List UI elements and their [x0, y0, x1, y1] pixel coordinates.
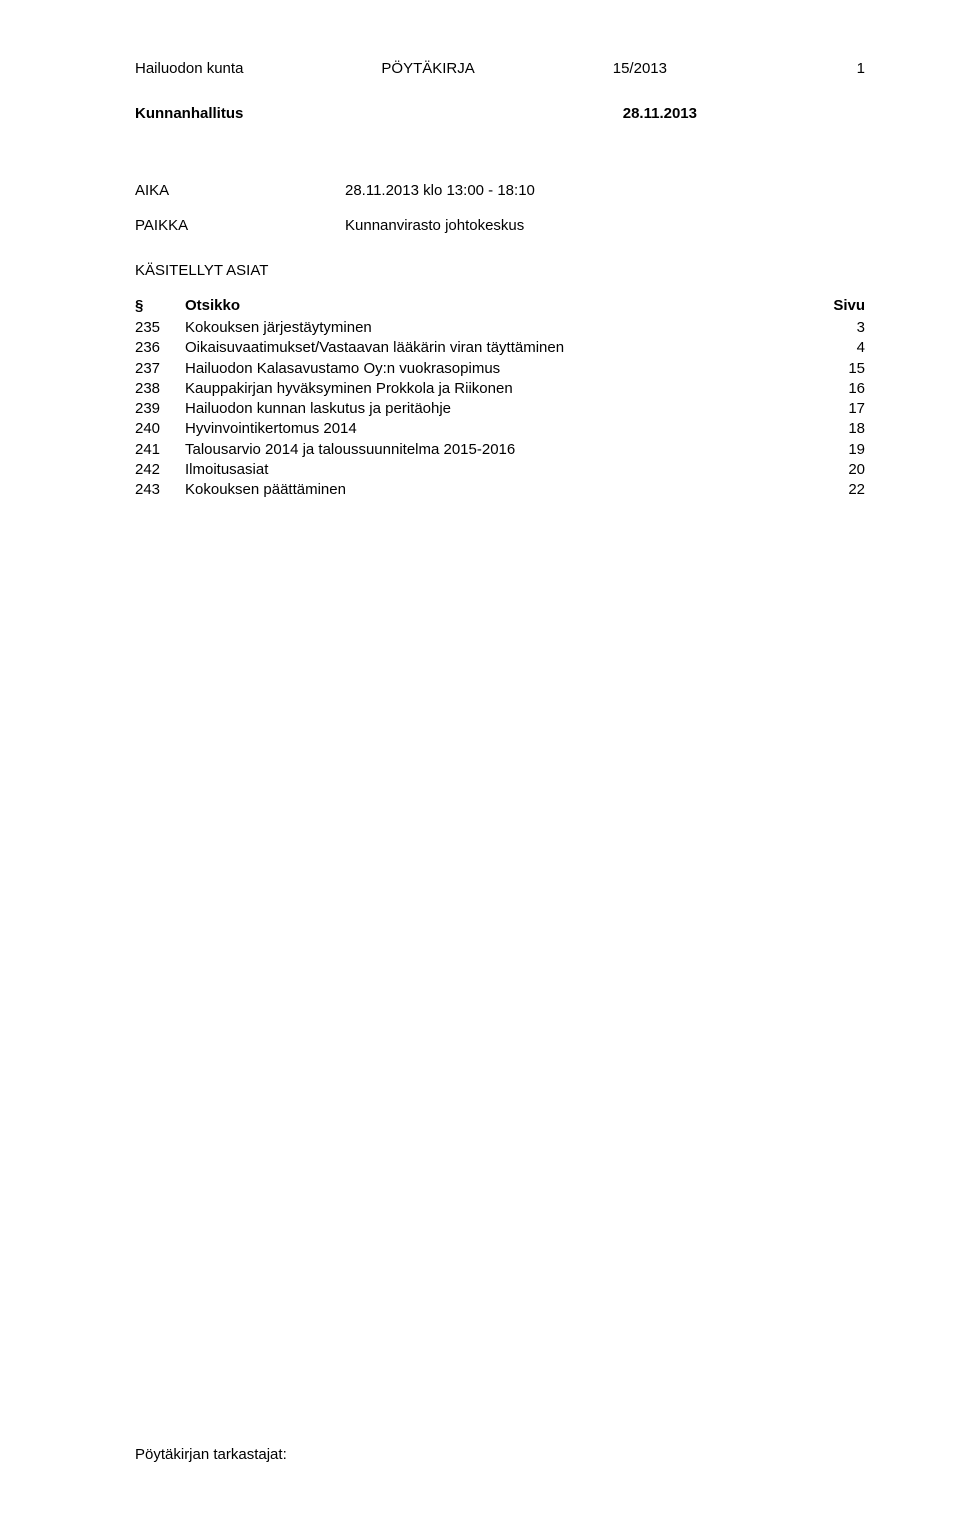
toc-col-sym: § [135, 297, 185, 314]
header-row: Hailuodon kunta PÖYTÄKIRJA 15/2013 1 [135, 60, 865, 77]
toc-item-page: 18 [815, 419, 865, 439]
toc-item-title: Oikaisuvaatimukset/Vastaavan lääkärin vi… [185, 338, 815, 358]
toc-item-title: Kokouksen päättäminen [185, 480, 815, 500]
toc-item-num: 241 [135, 440, 185, 460]
toc-item-page: 17 [815, 399, 865, 419]
toc-item-page: 22 [815, 480, 865, 500]
meta-place-label: PAIKKA [135, 217, 345, 234]
page: Hailuodon kunta PÖYTÄKIRJA 15/2013 1 Kun… [0, 0, 960, 1518]
toc-item-page: 19 [815, 440, 865, 460]
toc-item-title: Hailuodon kunnan laskutus ja peritäohje [185, 399, 815, 419]
toc-row: 239 Hailuodon kunnan laskutus ja peritäo… [135, 399, 865, 419]
toc-item-title: Kokouksen järjestäytyminen [185, 318, 815, 338]
toc-item-num: 235 [135, 318, 185, 338]
toc-item-num: 239 [135, 399, 185, 419]
header-doc-type: PÖYTÄKIRJA [381, 60, 474, 77]
toc-item-num: 243 [135, 480, 185, 500]
toc-row: 237 Hailuodon Kalasavustamo Oy:n vuokras… [135, 359, 865, 379]
toc-header-row: § Otsikko Sivu [135, 297, 865, 314]
header-org: Hailuodon kunta [135, 60, 243, 77]
toc-item-title: Talousarvio 2014 ja taloussuunnitelma 20… [185, 440, 815, 460]
toc-item-num: 242 [135, 460, 185, 480]
meta-time-value: 28.11.2013 klo 13:00 - 18:10 [345, 182, 865, 199]
toc-row: 238 Kauppakirjan hyväksyminen Prokkola j… [135, 379, 865, 399]
toc-row: 242 Ilmoitusasiat 20 [135, 460, 865, 480]
subheader-row: Kunnanhallitus 28.11.2013 [135, 105, 865, 122]
toc-item-title: Hailuodon Kalasavustamo Oy:n vuokrasopim… [185, 359, 815, 379]
toc-item-num: 238 [135, 379, 185, 399]
toc-row: 243 Kokouksen päättäminen 22 [135, 480, 865, 500]
toc-item-page: 16 [815, 379, 865, 399]
toc-item-page: 20 [815, 460, 865, 480]
toc-item-title: Ilmoitusasiat [185, 460, 815, 480]
toc-item-num: 236 [135, 338, 185, 358]
toc-col-title: Otsikko [185, 297, 815, 314]
meta-time-row: AIKA 28.11.2013 klo 13:00 - 18:10 [135, 182, 865, 199]
toc-item-title: Hyvinvointikertomus 2014 [185, 419, 815, 439]
toc-item-page: 3 [815, 318, 865, 338]
header-page-number: 1 [805, 60, 865, 77]
toc-item-num: 237 [135, 359, 185, 379]
subheader-body: Kunnanhallitus [135, 105, 243, 122]
toc-col-page: Sivu [815, 297, 865, 314]
toc-item-title: Kauppakirjan hyväksyminen Prokkola ja Ri… [185, 379, 815, 399]
toc-section-label: KÄSITELLYT ASIAT [135, 262, 865, 279]
header-doc-number: 15/2013 [613, 60, 667, 77]
subheader-date: 28.11.2013 [623, 105, 865, 122]
toc-item-page: 4 [815, 338, 865, 358]
meta-time-label: AIKA [135, 182, 345, 199]
toc-row: 235 Kokouksen järjestäytyminen 3 [135, 318, 865, 338]
footer-text: Pöytäkirjan tarkastajat: [135, 1446, 287, 1463]
meta-place-row: PAIKKA Kunnanvirasto johtokeskus [135, 217, 865, 234]
toc-row: 241 Talousarvio 2014 ja taloussuunnitelm… [135, 440, 865, 460]
toc-row: 236 Oikaisuvaatimukset/Vastaavan lääkäri… [135, 338, 865, 358]
toc-item-page: 15 [815, 359, 865, 379]
toc-row: 240 Hyvinvointikertomus 2014 18 [135, 419, 865, 439]
toc-item-num: 240 [135, 419, 185, 439]
meta-place-value: Kunnanvirasto johtokeskus [345, 217, 865, 234]
toc: § Otsikko Sivu 235 Kokouksen järjestäyty… [135, 297, 865, 500]
